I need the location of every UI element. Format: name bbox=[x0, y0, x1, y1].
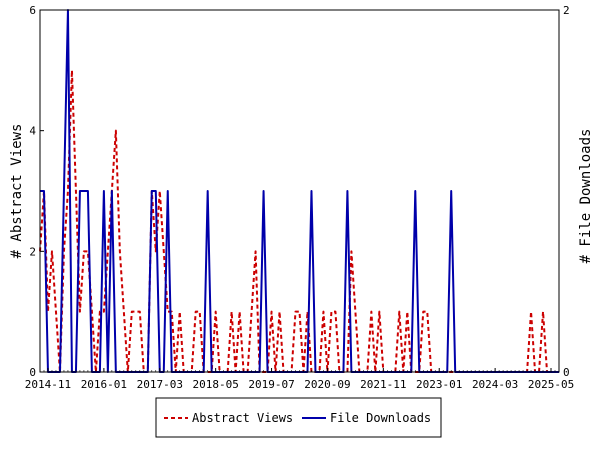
x-tick-label: 2024-03 bbox=[472, 378, 518, 391]
y-right-tick-label: 0 bbox=[563, 366, 570, 379]
series-layer bbox=[39, 9, 559, 373]
x-tick-label: 2025-05 bbox=[528, 378, 574, 391]
series-line-abstract-views bbox=[39, 69, 559, 373]
y-left-tick-label: 0 bbox=[29, 366, 36, 379]
y-left-tick-label: 6 bbox=[29, 4, 36, 17]
legend: Abstract Views File Downloads bbox=[155, 397, 442, 438]
x-tick-label: 2017-03 bbox=[137, 378, 183, 391]
y-left-tick-label: 4 bbox=[29, 125, 36, 138]
x-tick-label: 2016-01 bbox=[81, 378, 127, 391]
x-tick-label: 2021-11 bbox=[360, 378, 406, 391]
legend-label-abstract-views: Abstract Views bbox=[192, 411, 293, 425]
x-tick-label: 2019-07 bbox=[248, 378, 294, 391]
x-tick-label: 2018-05 bbox=[192, 378, 238, 391]
ticks-layer: 0 2 4 6 0 2 2014-11 2016-01 2017-03 2018-05 2019-0… bbox=[25, 4, 574, 391]
y-axis-right-title: # File Downloads bbox=[578, 129, 594, 264]
legend-label-file-downloads: File Downloads bbox=[330, 411, 431, 425]
x-tick-label: 2023-01 bbox=[416, 378, 462, 391]
legend-box bbox=[155, 397, 442, 438]
y-right-tick-label: 2 bbox=[563, 4, 570, 17]
y-left-tick-label: 2 bbox=[29, 245, 36, 258]
x-tick-label: 2020-09 bbox=[304, 378, 350, 391]
x-tick-label: 2014-11 bbox=[25, 378, 71, 391]
y-axis-left-title: # Abstract Views bbox=[9, 124, 25, 259]
